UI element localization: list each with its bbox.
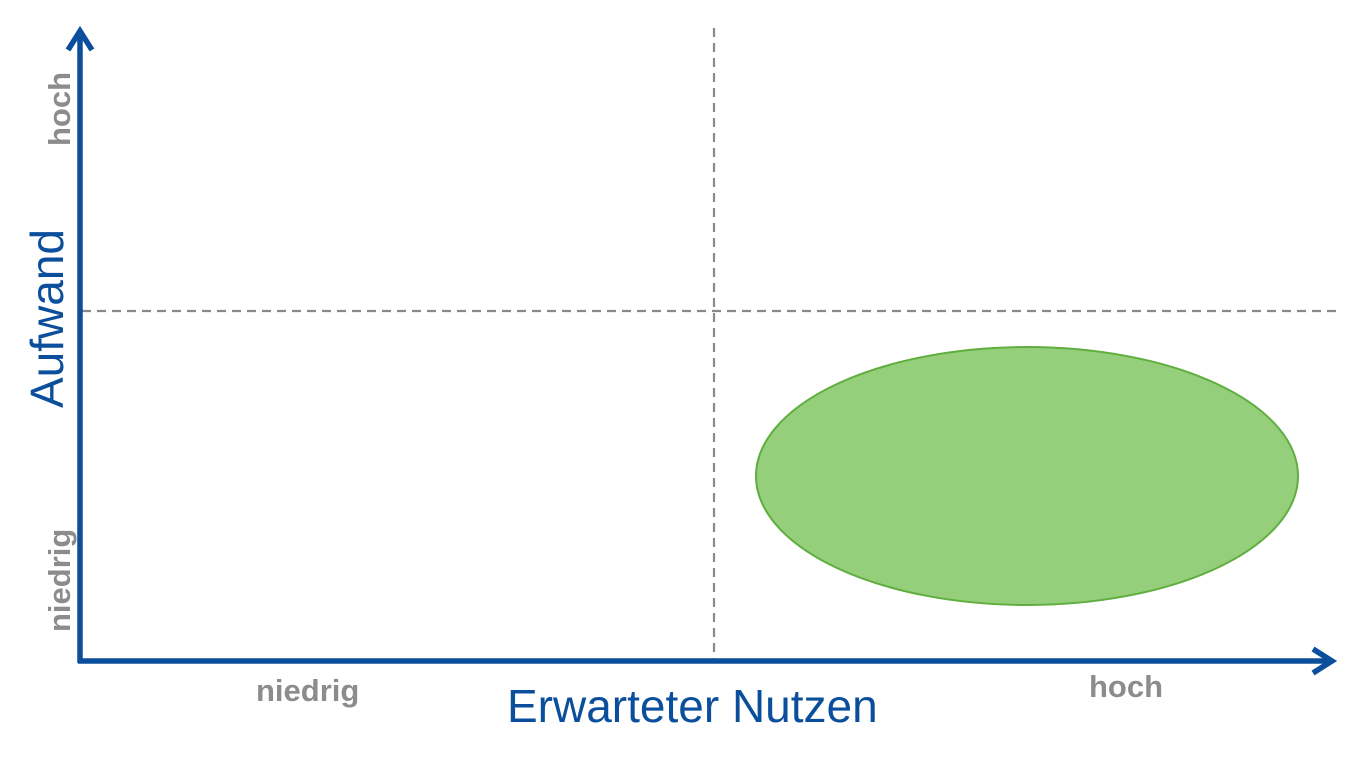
y-axis-low-label: niedrig	[42, 529, 77, 632]
x-axis-title: Erwarteter Nutzen	[507, 680, 878, 732]
y-axis-title: Aufwand	[21, 229, 73, 408]
y-axis-high-label: hoch	[42, 72, 77, 146]
highlight-region-ellipse	[755, 346, 1299, 606]
x-axis-low-label: niedrig	[256, 673, 359, 708]
x-axis-high-label: hoch	[1089, 669, 1163, 704]
y-axis-arrow-icon	[65, 25, 95, 52]
x-axis-arrow-icon	[1311, 646, 1338, 676]
